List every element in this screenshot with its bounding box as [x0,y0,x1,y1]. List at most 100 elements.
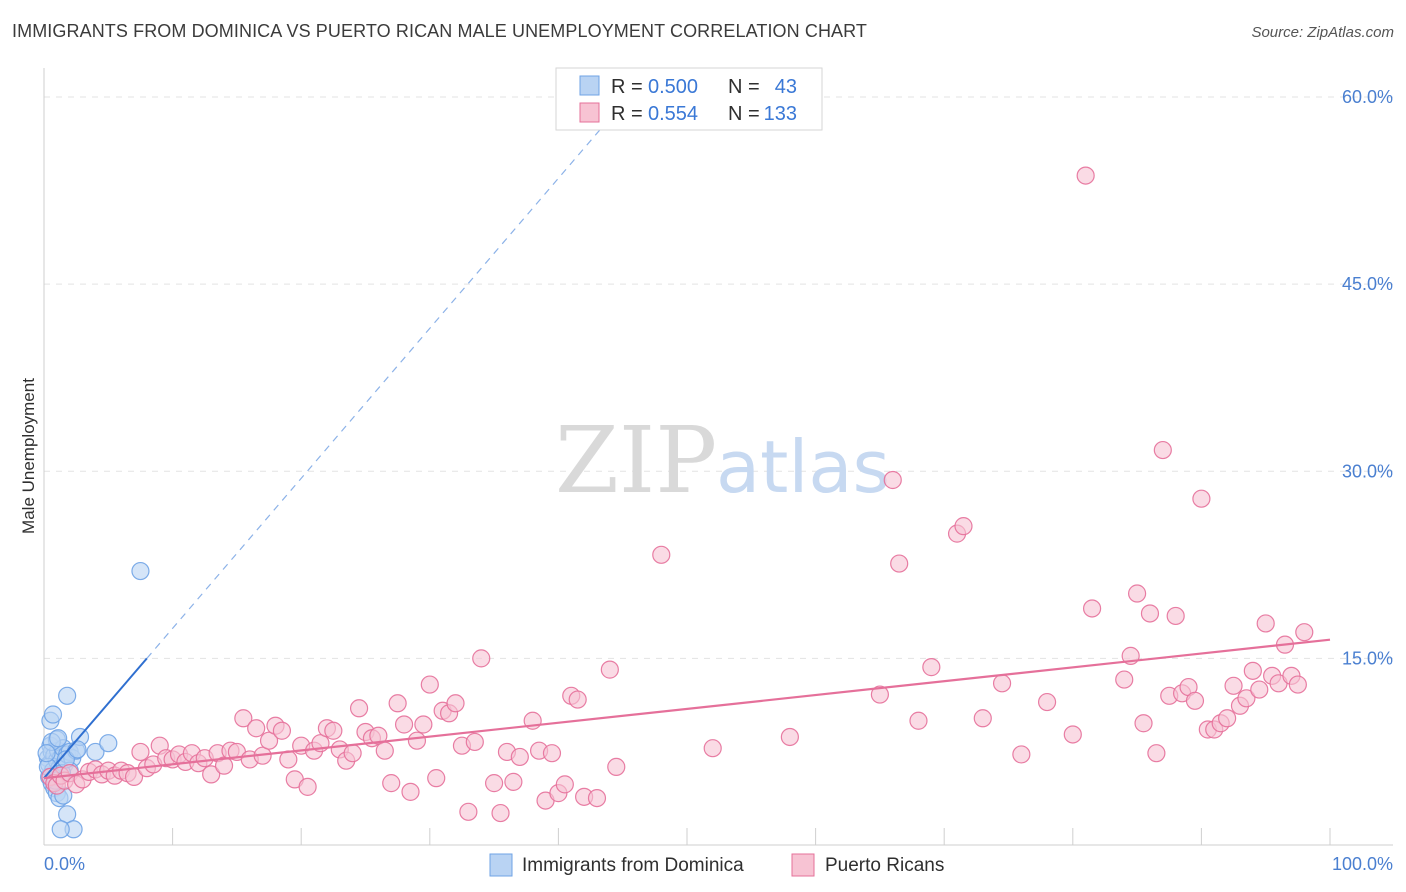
puerto-rican-point [1063,725,1082,744]
puerto-rican-point [349,699,369,718]
puerto-rican-point [1250,680,1269,699]
puerto-rican-trend-line [43,638,1331,780]
puerto-rican-point [1153,440,1172,460]
puerto-rican-point [420,675,439,694]
dominica-point [49,729,68,748]
legend-r-label-dominica: R = [611,76,643,98]
puerto-rican-point [214,756,234,775]
puerto-rican-point [394,715,414,734]
legend-n-value-dominica: 43 [775,76,797,98]
puerto-rican-point [369,726,388,745]
dominica-point [37,744,56,763]
puerto-rican-point [1076,166,1095,185]
dominica-point [43,705,63,724]
y-tick-label: 60.0% [1342,87,1393,107]
gridlines [44,96,1393,659]
legend-r-label-puerto-ricans: R = [611,103,643,125]
puerto-rican-point [459,802,478,821]
puerto-rican-point [954,517,973,536]
legend-n-label-dominica: N = [728,76,760,98]
puerto-rican-point [1037,692,1057,712]
puerto-rican-point [407,731,427,750]
x-tick-label-min: 0.0% [44,854,85,874]
dominica-point [131,561,150,581]
puerto-rican-point [909,711,928,730]
legend-swatch-dominica [579,75,600,96]
puerto-rican-point [870,685,890,704]
puerto-rican-point [600,660,619,679]
dominica-point [99,734,118,753]
legend-r-value-dominica: 0.500 [648,76,698,98]
puerto-rican-point [780,727,799,747]
puerto-rican-point [504,772,523,791]
puerto-rican-point [382,774,401,793]
puerto-rican-point [1243,661,1262,680]
puerto-rican-point [510,747,529,767]
bottom-legend-label-dominica: Immigrants from Dominica [522,855,744,876]
puerto-rican-point [272,721,292,740]
puerto-rican-point [234,709,253,728]
puerto-rican-point [1295,623,1314,642]
bottom-legend: Immigrants from Dominica Puerto Ricans [489,853,944,877]
puerto-rican-point [1115,670,1134,689]
puerto-rican-point [375,741,394,760]
puerto-rican-point [555,775,574,794]
puerto-rican-point [259,731,279,750]
data-points [37,166,1314,839]
source-label: Source: ZipAtlas.com [1251,24,1394,41]
puerto-rican-point [491,803,510,823]
puerto-rican-point [922,658,941,677]
puerto-rican-point [202,765,221,784]
dominica-point [68,740,87,759]
x-tick-label-max: 100.0% [1332,854,1393,874]
puerto-rican-point [324,721,343,740]
puerto-rican-point [472,649,491,668]
puerto-rican-point [343,744,362,763]
watermark-atlas: atlas [716,425,890,509]
legend-r-value-puerto-ricans: 0.554 [648,103,698,125]
puerto-rican-point [1218,709,1237,728]
puerto-rican-point [414,715,433,734]
dominica-trend-line [43,657,148,779]
puerto-rican-point [1256,614,1275,633]
puerto-rican-point [1166,606,1185,626]
y-axis-label: Male Unemployment [19,378,38,534]
bottom-legend-label-puerto-ricans: Puerto Ricans [825,855,944,876]
puerto-rican-point [587,788,607,808]
puerto-rican-point [542,744,562,763]
dominica-point [58,686,77,705]
puerto-rican-point [1224,676,1243,695]
y-tick-label: 45.0% [1342,274,1393,294]
puerto-rican-point [485,774,504,793]
legend-box: R = 0.500 N = 43 R = 0.554 N = 133 [555,67,823,131]
legend-swatch-puerto-ricans [579,102,600,123]
dominica-trend-extension [146,102,624,659]
puerto-rican-point [465,732,484,752]
dominica-point [51,820,70,839]
y-tick-label: 30.0% [1342,461,1393,481]
puerto-rican-point [388,694,407,713]
puerto-rican-point [1185,691,1205,710]
puerto-rican-point [446,694,465,713]
puerto-rican-point [298,777,317,796]
puerto-rican-point [1082,599,1102,618]
legend-n-value-puerto-ricans: 133 [764,103,797,125]
puerto-rican-point [568,690,587,709]
legend-n-label-puerto-ricans: N = [728,103,760,125]
puerto-rican-point [1012,745,1031,764]
puerto-rican-point [1288,675,1307,694]
puerto-rican-point [607,757,626,777]
puerto-rican-point [1140,604,1160,623]
puerto-rican-point [1134,714,1153,733]
puerto-rican-point [973,709,992,728]
puerto-rican-point [1192,489,1211,508]
bottom-legend-swatch-puerto-ricans [791,853,815,877]
puerto-rican-point [247,719,266,738]
bottom-legend-swatch-dominica [489,853,513,877]
chart-title: IMMIGRANTS FROM DOMINICA VS PUERTO RICAN… [12,21,868,41]
puerto-rican-point [890,554,909,573]
y-tick-label: 15.0% [1342,648,1393,668]
puerto-rican-point [703,739,722,758]
puerto-rican-point [1147,744,1166,763]
